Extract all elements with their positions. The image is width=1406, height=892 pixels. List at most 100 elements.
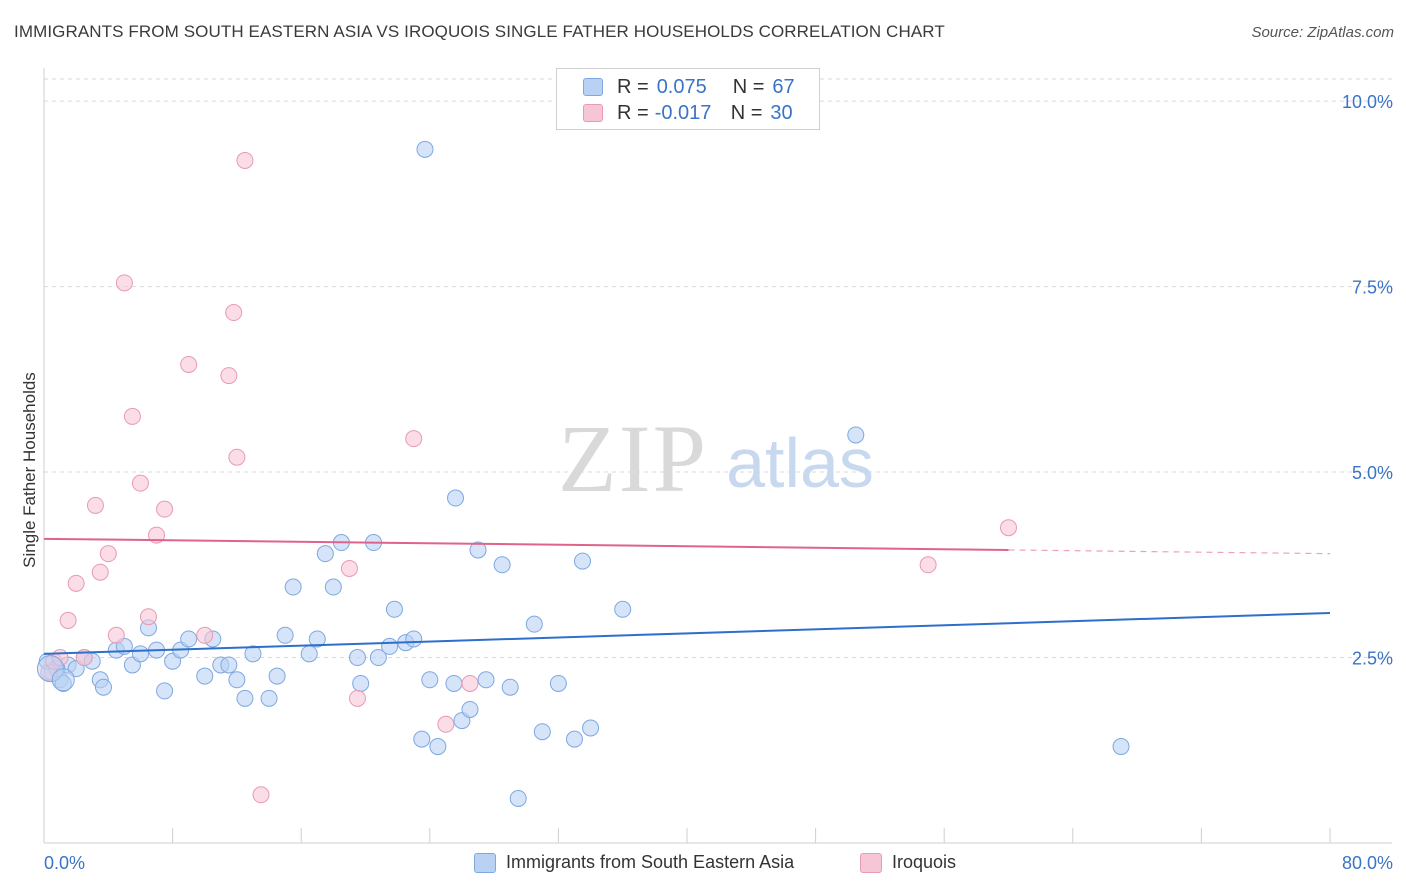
sea-point <box>447 489 465 507</box>
iroquois-point <box>115 274 133 292</box>
iroquois-point <box>405 430 423 448</box>
legend-item-iroquois[interactable]: Iroquois <box>860 852 956 873</box>
sea-point <box>156 682 174 700</box>
sea-point <box>533 723 551 741</box>
iroquois-point <box>91 563 109 581</box>
sea-point <box>549 674 567 692</box>
iroquois-point <box>228 448 246 466</box>
tick-labels: 2.5% 5.0% 7.5% 10.0% 0.0% 80.0% <box>44 92 1393 873</box>
sea-point <box>413 730 431 748</box>
x-tick-label-max: 80.0% <box>1342 853 1393 873</box>
pink-square-icon <box>860 852 882 873</box>
sea-point <box>445 674 463 692</box>
blue-swatch-icon <box>583 78 603 96</box>
y-tick-label: 7.5% <box>1352 278 1393 298</box>
iroquois-point <box>131 474 149 492</box>
sea-point <box>244 645 262 663</box>
sea-point <box>1112 738 1130 756</box>
data-points <box>36 140 1130 807</box>
sea-point <box>284 578 302 596</box>
sea-point <box>196 667 214 685</box>
sea-point <box>421 671 439 689</box>
iroquois-point <box>225 304 243 322</box>
sea-point <box>574 552 592 570</box>
n-label: N = <box>730 101 763 124</box>
iroquois-trend-line <box>43 537 1009 551</box>
y-tick-label: 2.5% <box>1352 649 1393 669</box>
pink-swatch-icon <box>583 104 603 122</box>
legend-item-sea[interactable]: Immigrants from South Eastern Asia <box>474 852 794 873</box>
sea-point <box>369 649 387 667</box>
sea-point <box>582 719 600 737</box>
n-value: 30 <box>770 101 793 124</box>
sea-point <box>348 649 366 667</box>
sea-point <box>525 615 543 633</box>
sea-point <box>308 630 326 648</box>
y-axis-label-wrap: Single Father Households <box>16 300 44 640</box>
y-tick-label: 10.0% <box>1342 92 1393 112</box>
sea-point <box>461 700 479 718</box>
iroquois-point <box>220 367 238 385</box>
y-axis-label: Single Father Households <box>20 372 39 568</box>
watermark-zip: ZIP <box>558 405 708 512</box>
iroquois-point <box>1000 519 1017 537</box>
y-tick-label: 5.0% <box>1352 463 1393 483</box>
iroquois-point <box>340 559 358 577</box>
sea-point <box>236 689 254 707</box>
sea-point <box>324 578 342 596</box>
iroquois-point <box>252 786 270 804</box>
sea-point <box>276 626 294 644</box>
sea-point <box>493 556 511 574</box>
iroquois-point <box>156 500 174 518</box>
sea-point <box>429 738 447 756</box>
sea-point <box>847 426 865 444</box>
iroquois-point <box>123 407 141 425</box>
sea-point <box>381 637 399 655</box>
legend-row-pink: R = -0.017 N = 30 <box>583 101 793 125</box>
iroquois-point <box>196 626 214 644</box>
legend-label: Iroquois <box>892 852 957 872</box>
iroquois-point <box>86 496 104 514</box>
sea-point <box>268 667 286 685</box>
iroquois-point <box>437 715 455 733</box>
sea-point <box>614 600 632 618</box>
blue-square-icon <box>474 852 496 873</box>
iroquois-point <box>67 574 85 592</box>
axes <box>43 68 1392 844</box>
sea-point <box>180 630 198 648</box>
sea-point <box>416 140 434 158</box>
watermark: ZIP atlas <box>558 405 874 512</box>
sea-point <box>220 656 238 674</box>
source-label: Source: ZipAtlas.com <box>1251 24 1394 41</box>
sea-point <box>501 678 519 696</box>
sea-point <box>405 630 423 648</box>
sea-point <box>565 730 583 748</box>
stats-legend: R = 0.075 N = 67 R = -0.017 N = 30 <box>556 68 820 130</box>
trend-lines <box>43 537 1331 655</box>
n-label: N = <box>732 75 765 98</box>
sea-point <box>477 671 495 689</box>
x-tick-label-min: 0.0% <box>44 853 85 873</box>
iroquois-point <box>348 689 366 707</box>
sea-point <box>228 671 246 689</box>
sea-point <box>352 674 370 692</box>
r-value: -0.017 <box>654 101 712 124</box>
iroquois-point <box>461 674 479 692</box>
iroquois-point <box>180 355 198 373</box>
iroquois-point <box>99 545 117 563</box>
iroquois-point <box>919 556 937 574</box>
sea-trend-line <box>43 612 1331 655</box>
sea-point <box>260 689 278 707</box>
iroquois-point <box>59 611 77 629</box>
sea-point <box>469 541 487 559</box>
legend-label: Immigrants from South Eastern Asia <box>506 852 795 872</box>
r-value: 0.075 <box>656 75 707 98</box>
r-label: R = <box>617 75 649 98</box>
sea-point <box>316 545 334 563</box>
sea-point <box>509 789 527 807</box>
sea-point-cluster <box>51 668 75 692</box>
n-value: 67 <box>772 75 795 98</box>
iroquois-point <box>107 626 125 644</box>
iroquois-point <box>139 608 157 626</box>
iroquois-point <box>236 151 254 169</box>
